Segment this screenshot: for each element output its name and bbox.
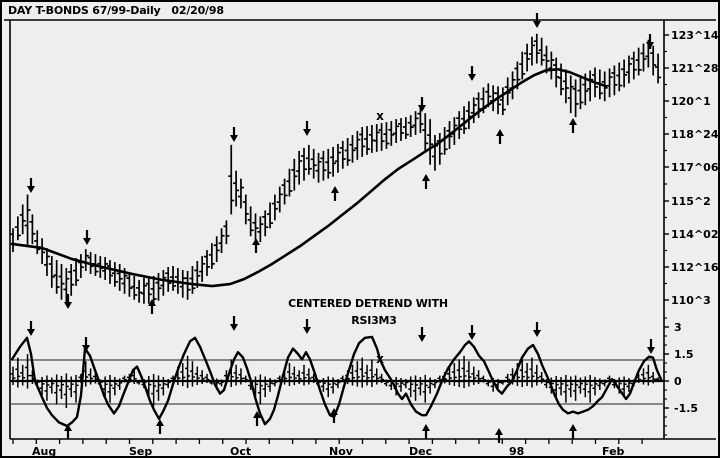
oscillator-sell-arrows	[27, 316, 655, 354]
svg-text:-1.5: -1.5	[674, 402, 698, 415]
svg-text:120^1: 120^1	[671, 95, 711, 108]
svg-text:123^14: 123^14	[671, 29, 718, 42]
month-label: 98	[509, 445, 524, 456]
month-label: Feb	[602, 445, 625, 456]
month-label: Nov	[329, 445, 354, 456]
detrend-bars	[10, 354, 661, 408]
svg-text:117^06: 117^06	[671, 161, 718, 174]
price-sell-arrows	[27, 13, 654, 309]
annotation-line-1: CENTERED DETREND WITH	[288, 297, 448, 310]
svg-text:118^24: 118^24	[671, 128, 718, 141]
price-bars	[10, 33, 662, 305]
right-axis-price: 123^14 121^28 120^1 118^24 117^06 115^2 114^02…	[664, 29, 718, 307]
svg-text:114^02: 114^02	[671, 228, 718, 241]
annotation-line-2: RSI3M3	[351, 314, 397, 327]
x-markers: xx	[376, 109, 384, 366]
svg-text:121^28: 121^28	[671, 62, 718, 75]
month-label: Aug	[32, 445, 56, 456]
svg-text:115^2: 115^2	[671, 195, 711, 208]
svg-text:112^16: 112^16	[671, 261, 718, 274]
svg-text:0: 0	[674, 375, 682, 388]
svg-text:x: x	[376, 109, 384, 123]
month-label: Oct	[230, 445, 251, 456]
svg-text:3: 3	[674, 321, 682, 334]
right-axis-oscillator: 3 1.5 0 -1.5	[664, 317, 698, 436]
svg-text:1.5: 1.5	[674, 348, 694, 361]
moving-average-line	[10, 67, 608, 288]
svg-text:x: x	[376, 352, 384, 366]
price-buy-arrows	[148, 118, 577, 314]
bottom-axis: Aug Sep Oct Nov Dec 98 Feb	[12, 439, 643, 456]
rsi3m3-line	[10, 335, 663, 428]
oscillator-buy-arrows	[64, 408, 577, 443]
svg-text:110^3: 110^3	[671, 294, 711, 307]
chart-title: DAY T-BONDS 67/99-Daily 02/20/98	[8, 4, 224, 17]
month-label: Sep	[129, 445, 152, 456]
month-label: Dec	[409, 445, 432, 456]
